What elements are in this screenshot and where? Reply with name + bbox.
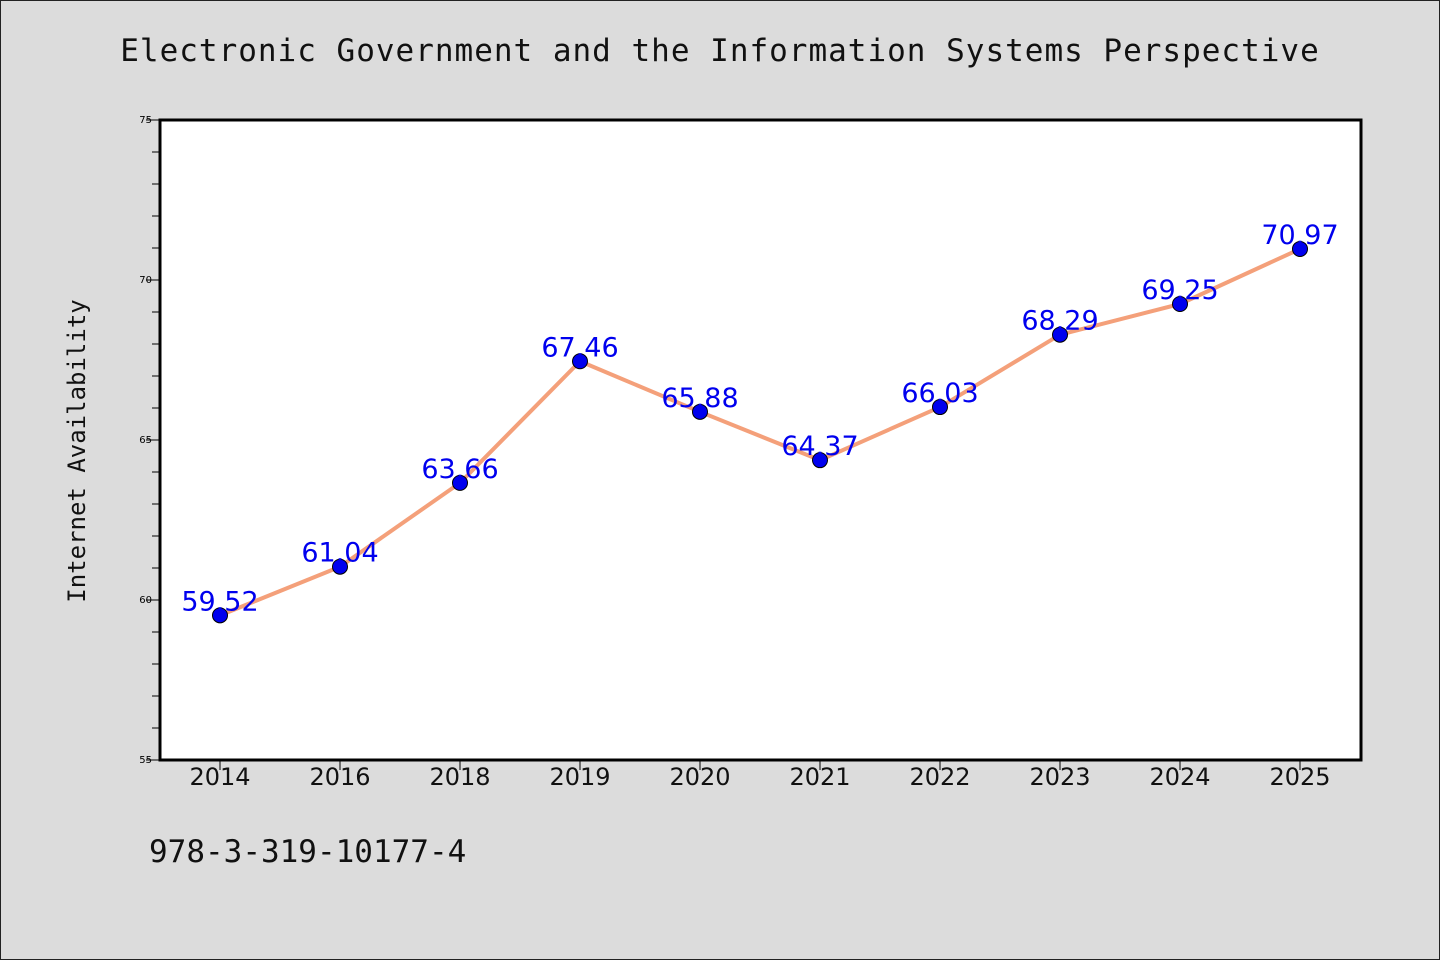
data-label: 63.66	[421, 454, 498, 485]
data-point	[1172, 296, 1188, 312]
data-point	[452, 474, 468, 491]
data-labels-layer: 59.52 61.04 63.66 67.46 65.88 64.37 66.03 68.29…	[181, 220, 1338, 617]
x-tick-label: 2023	[1029, 763, 1090, 791]
data-label: 66.03	[901, 378, 978, 409]
data-point	[1052, 326, 1068, 343]
data-label: 70.97	[1261, 220, 1338, 251]
x-tick-label: 2024	[1149, 763, 1210, 791]
y-tick-label: 55	[139, 755, 152, 766]
x-tick-label: 2021	[789, 763, 850, 791]
data-point	[1292, 240, 1308, 257]
x-tick-label: 2014	[189, 763, 250, 791]
chart-title: Electronic Government and the Informatio…	[120, 33, 1320, 69]
data-point	[812, 452, 828, 469]
series-line	[218, 246, 1302, 618]
data-label: 64.37	[781, 431, 858, 462]
isbn-annotation: 978-3-319-10177-4	[149, 834, 467, 870]
y-tick-label: 65	[139, 435, 152, 446]
series-layer	[212, 240, 1308, 624]
x-tick-label: 2016	[309, 763, 370, 791]
data-point	[332, 558, 348, 575]
plot-area	[158, 118, 1363, 762]
y-tick-label: 75	[139, 115, 152, 126]
data-point	[932, 399, 948, 416]
x-tick-label: 2025	[1269, 763, 1330, 791]
data-point	[692, 403, 708, 420]
data-point	[212, 607, 228, 624]
x-tick-label: 2020	[669, 763, 730, 791]
x-tick-label: 2019	[549, 763, 610, 791]
data-label: 65.88	[661, 383, 738, 414]
data-label: 67.46	[541, 332, 618, 363]
x-tick-label: 2022	[909, 763, 970, 791]
x-axis: 2014 2016 2018 2019 2020 2021 2022 2023 2024 2025	[189, 760, 1331, 791]
y-tick-label: 60	[139, 595, 152, 606]
x-tick-label: 2018	[429, 763, 490, 791]
data-label: 61.04	[301, 538, 378, 569]
data-label: 68.29	[1021, 306, 1098, 337]
y-axis: 55 60 65 70 75	[139, 115, 160, 766]
data-label: 69.25	[1141, 275, 1218, 306]
data-point	[572, 353, 588, 370]
y-tick-label: 70	[139, 275, 152, 286]
data-label: 59.52	[181, 586, 258, 617]
